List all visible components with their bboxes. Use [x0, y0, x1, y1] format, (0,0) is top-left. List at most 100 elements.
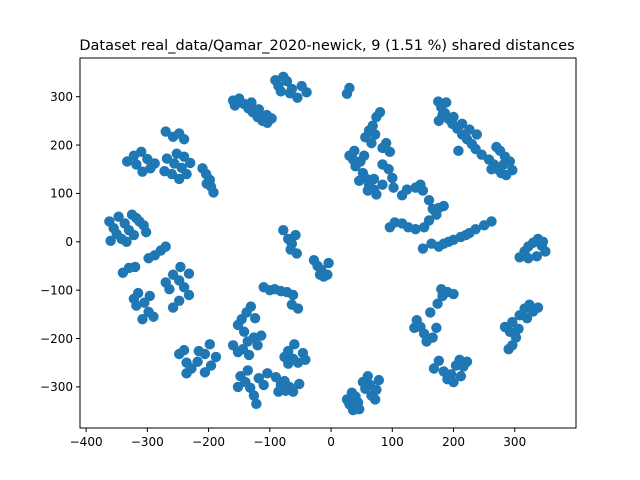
data-point: [258, 379, 269, 391]
data-point: [178, 134, 190, 145]
data-point: [275, 86, 287, 97]
data-point: [448, 376, 459, 388]
data-point: [322, 269, 333, 280]
data-point: [455, 371, 467, 382]
y-tick-label: 0: [65, 235, 73, 249]
x-tick-label: −400: [70, 435, 103, 449]
data-point: [362, 185, 373, 196]
data-point: [428, 363, 440, 374]
data-point: [201, 178, 212, 189]
data-point: [181, 168, 192, 180]
data-point: [470, 224, 481, 235]
data-point: [249, 313, 261, 324]
data-point: [174, 173, 185, 185]
data-point: [384, 222, 396, 233]
data-point: [507, 316, 518, 328]
data-point: [323, 257, 334, 269]
chart-title: Dataset real_data/Qamar_2020-newick, 9 (…: [79, 38, 574, 54]
data-point: [252, 340, 263, 351]
data-point: [486, 164, 497, 175]
data-point: [281, 76, 293, 87]
data-point: [369, 129, 381, 140]
data-point: [210, 351, 222, 363]
x-tick-label: 200: [442, 435, 465, 449]
data-point: [287, 289, 299, 301]
data-point: [160, 277, 171, 288]
y-tick-label: 100: [50, 187, 73, 201]
data-point: [471, 129, 482, 140]
data-point: [174, 295, 185, 306]
data-point: [371, 189, 382, 200]
data-point: [160, 126, 171, 137]
data-point: [373, 374, 385, 386]
data-point: [140, 226, 152, 238]
data-point: [507, 340, 518, 351]
data-point: [448, 288, 459, 300]
data-point: [137, 313, 148, 325]
data-point: [540, 246, 551, 257]
data-point: [384, 146, 396, 158]
data-point: [289, 339, 300, 350]
data-point: [388, 182, 399, 193]
data-point: [132, 287, 144, 299]
axis-ticks: −400 −300 −200 −100 0 100 200 300 −300 −200 −100 0 1…: [40, 90, 526, 449]
data-point: [438, 200, 449, 212]
data-point: [181, 368, 192, 379]
x-tick-label: 100: [381, 435, 404, 449]
data-point: [417, 243, 429, 254]
data-point: [341, 394, 353, 405]
data-point: [171, 148, 182, 159]
data-point: [283, 345, 294, 357]
data-point: [199, 367, 211, 378]
data-point: [476, 149, 487, 160]
data-point: [436, 283, 447, 295]
data-point: [433, 355, 445, 366]
data-point: [354, 175, 365, 187]
data-point: [531, 251, 543, 262]
data-point: [232, 381, 244, 393]
data-point: [178, 344, 190, 356]
data-point: [532, 302, 544, 313]
data-point: [248, 390, 260, 401]
data-point: [461, 356, 473, 367]
data-point: [227, 95, 239, 106]
data-point: [417, 185, 429, 196]
data-point: [498, 159, 509, 170]
data-point: [300, 354, 311, 365]
data-point: [253, 104, 264, 115]
data-point: [377, 179, 388, 190]
data-point: [440, 97, 452, 108]
data-point: [273, 386, 284, 397]
x-tick-label: 0: [327, 435, 335, 449]
data-point: [113, 211, 124, 222]
x-tick-label: −200: [192, 435, 225, 449]
y-tick-label: −200: [40, 332, 73, 346]
data-point: [251, 398, 262, 410]
data-point: [193, 345, 204, 357]
data-point: [374, 106, 386, 118]
data-point: [432, 298, 443, 309]
data-point: [425, 307, 436, 318]
data-point: [464, 124, 475, 135]
data-point: [245, 382, 256, 394]
data-point: [499, 321, 511, 333]
data-point: [205, 360, 217, 371]
data-point: [131, 159, 142, 170]
y-tick-label: 200: [50, 138, 73, 152]
data-point: [460, 229, 471, 241]
data-point: [283, 358, 294, 369]
data-point: [245, 301, 257, 312]
data-point: [256, 330, 267, 341]
data-point: [349, 145, 360, 157]
data-point: [448, 111, 459, 123]
data-point: [366, 137, 377, 149]
x-tick-label: −100: [253, 435, 286, 449]
data-point: [270, 372, 282, 383]
data-point: [344, 82, 355, 94]
data-point: [431, 322, 442, 334]
data-point: [175, 261, 186, 273]
data-point: [537, 236, 549, 247]
data-point: [369, 394, 381, 405]
data-point: [284, 88, 296, 99]
